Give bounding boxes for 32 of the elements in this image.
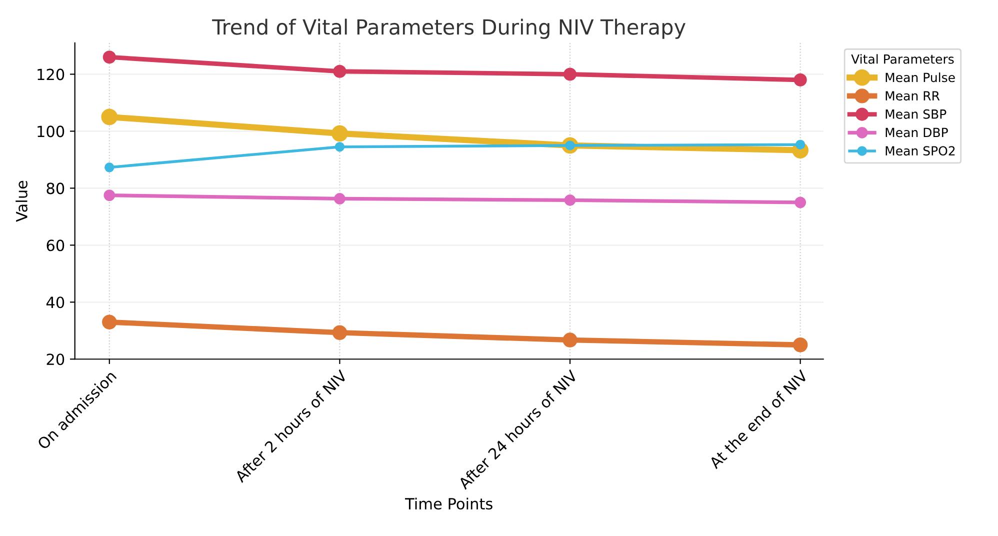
point — [332, 125, 348, 142]
point — [792, 338, 808, 352]
y-tick-label: 40 — [46, 296, 64, 308]
point — [795, 140, 806, 150]
point — [332, 325, 348, 340]
x-axis-title: Time Points — [404, 498, 492, 510]
point — [334, 193, 346, 204]
y-tick-label: 100 — [38, 126, 64, 138]
point — [333, 64, 346, 78]
point — [334, 142, 345, 152]
point — [102, 314, 117, 330]
y-axis-title: Value — [16, 180, 28, 222]
point — [104, 190, 116, 201]
point — [101, 108, 118, 126]
legend-label: Mean SPO2 — [886, 146, 955, 156]
legend-label: Mean RR — [886, 91, 940, 100]
point — [564, 194, 576, 206]
y-tick-label: 60 — [46, 240, 64, 252]
point — [102, 50, 116, 64]
y-tick-label: 120 — [38, 68, 64, 80]
y-tick-label: 80 — [46, 182, 64, 194]
y-tick-label: 20 — [46, 354, 64, 366]
point — [794, 73, 807, 86]
chart-title: Trend of Vital Parameters During NIV Therapy — [212, 18, 686, 39]
legend-label: Mean Pulse — [886, 72, 955, 82]
point — [562, 332, 578, 348]
legend-title: Vital Parameters — [851, 54, 954, 64]
point — [794, 196, 806, 208]
legend-label: Mean DBP — [886, 128, 948, 138]
legend-label: Mean SBP — [886, 109, 946, 119]
point — [104, 162, 114, 172]
point — [563, 68, 577, 81]
